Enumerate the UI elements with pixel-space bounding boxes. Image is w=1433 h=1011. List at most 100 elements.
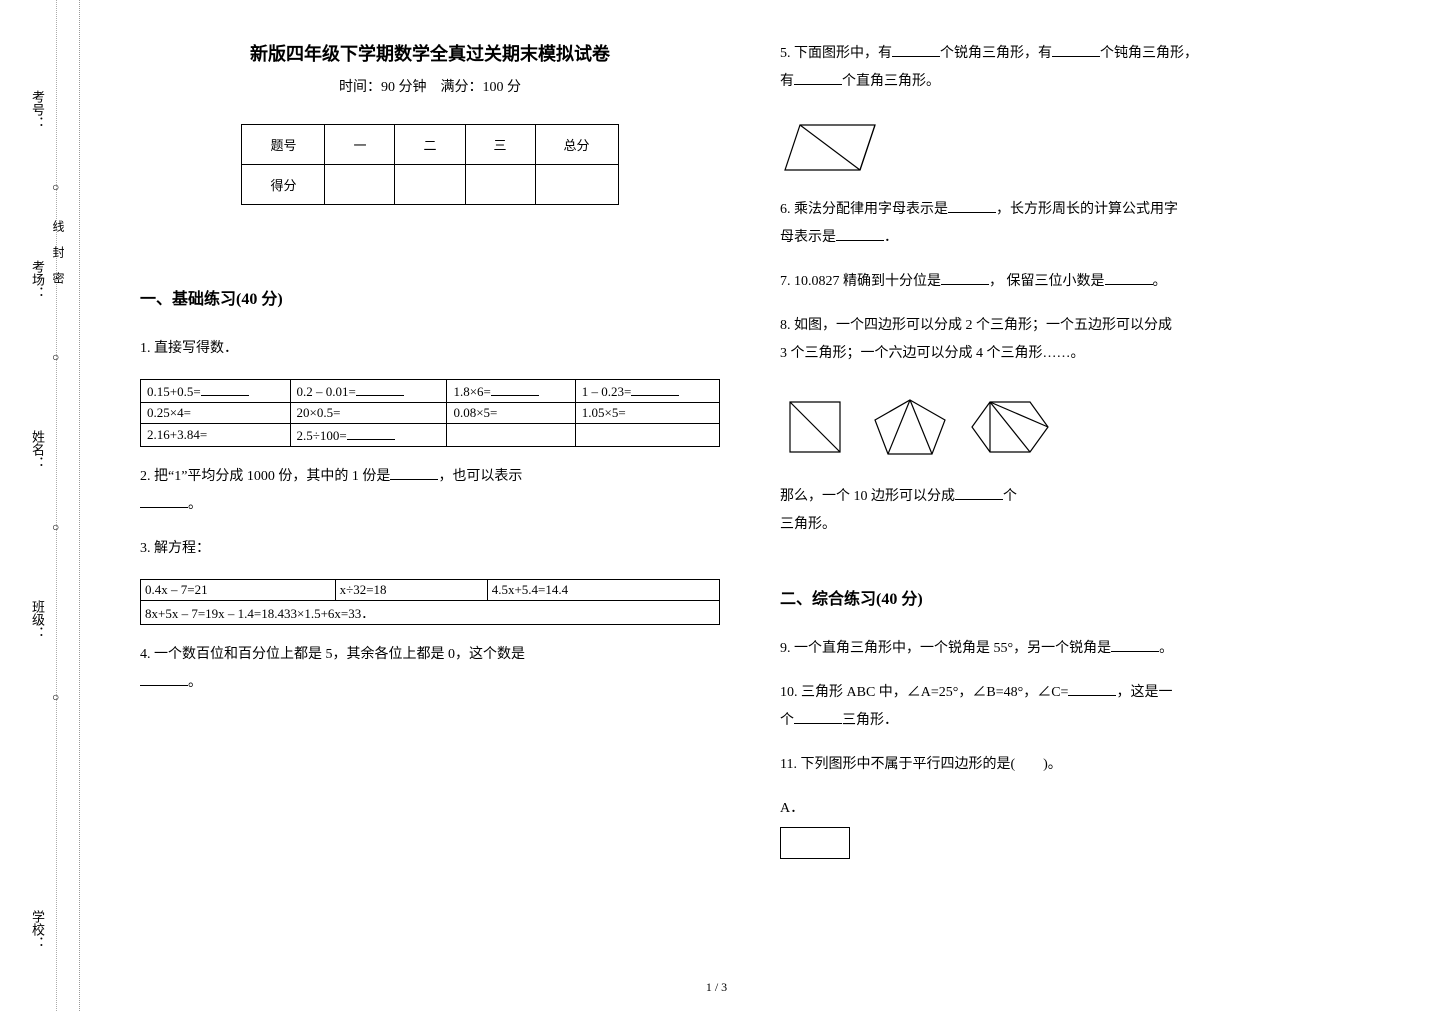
question-3: 3. 解方程： <box>140 535 720 563</box>
answer-blank <box>1052 43 1100 57</box>
q5-text: 有 <box>780 74 794 89</box>
choice-label: A． <box>780 801 804 816</box>
calc-cell: 1.8×6= <box>447 380 575 403</box>
q9-text: 。 <box>1159 641 1173 656</box>
calc-cell: 0.2 – 0.01= <box>290 380 447 403</box>
calc-text: 2.16+3.84= <box>147 427 207 442</box>
calc-cell <box>447 424 575 447</box>
eq-cell: 8x+5x – 7=19x – 1.4=18.433×1.5+6x=33． <box>141 601 720 625</box>
q6-text: ． <box>884 230 898 245</box>
calc-cell: 0.15+0.5= <box>141 380 291 403</box>
spine-label-school: 学校： <box>28 910 47 949</box>
answer-blank <box>491 382 539 396</box>
question-9: 9. 一个直角三角形中，一个锐角是 55°，另一个锐角是 。 <box>780 635 1360 663</box>
score-cell <box>535 165 618 205</box>
spine-label-room: 考场： <box>28 260 47 299</box>
answer-blank <box>356 382 404 396</box>
calc-text: 2.5÷100= <box>297 428 347 443</box>
answer-blank <box>140 494 188 508</box>
answer-blank <box>201 382 249 396</box>
calc-text: 0.15+0.5= <box>147 384 201 399</box>
page-title: 新版四年级下学期数学全真过关期末模拟试卷 <box>140 40 720 66</box>
q8-text: 个 <box>1003 489 1017 504</box>
answer-blank <box>836 227 884 241</box>
calc-cell: 0.08×5= <box>447 403 575 424</box>
answer-blank <box>955 486 1003 500</box>
q5-figure <box>780 120 1360 180</box>
section-1-title: 一、基础练习(40 分) <box>140 285 720 309</box>
q5-text: 个锐角三角形，有 <box>940 46 1052 61</box>
answer-blank <box>948 199 996 213</box>
spine-label-examno: 考号： <box>28 90 47 129</box>
q11-text: 11. 下列图形中不属于平行四边形的是( )。 <box>780 757 1062 772</box>
page-number: 1 / 3 <box>706 980 727 995</box>
binding-margin: 考号： ○ 考场： ○ 姓名： ○ 班级： ○ 线封密 学校： <box>0 0 80 1011</box>
q2-tail: 。 <box>188 497 202 512</box>
answer-blank <box>941 271 989 285</box>
score-cell: 二 <box>395 125 465 165</box>
calc-text: 0.25×4= <box>147 405 191 420</box>
q6-text: ，长方形周长的计算公式用字 <box>996 202 1178 217</box>
calc-cell <box>575 424 719 447</box>
q9-text: 9. 一个直角三角形中，一个锐角是 55°，另一个锐角是 <box>780 641 1111 656</box>
answer-blank <box>1068 682 1116 696</box>
q7-text: 。 <box>1153 274 1167 289</box>
table-row: 题号 一 二 三 总分 <box>242 125 618 165</box>
table-row: 0.4x – 7=21 x÷32=18 4.5x+5.4=14.4 <box>141 580 720 601</box>
answer-blank <box>794 71 842 85</box>
right-column: 5. 下面图形中，有个锐角三角形，有个钝角三角形， 有个直角三角形。 6. 乘法… <box>780 40 1360 991</box>
calc-cell: 2.5÷100= <box>290 424 447 447</box>
eq-cell: 4.5x+5.4=14.4 <box>487 580 719 601</box>
q8-figure <box>780 392 1360 467</box>
spine-label-name: 姓名： <box>28 430 47 469</box>
eq-cell: 0.4x – 7=21 <box>141 580 336 601</box>
question-2: 2. 把“1”平均分成 1000 份，其中的 1 份是 ，也可以表示 。 <box>140 463 720 519</box>
calc-cell: 1.05×5= <box>575 403 719 424</box>
answer-blank <box>347 426 395 440</box>
question-6: 6. 乘法分配律用字母表示是，长方形周长的计算公式用字 母表示是． <box>780 196 1360 252</box>
rectangle-icon <box>780 827 850 859</box>
answer-blank <box>794 710 842 724</box>
q3-stem: 3. 解方程： <box>140 541 210 556</box>
spine-label-class: 班级： <box>28 600 47 639</box>
score-cell <box>465 165 535 205</box>
calc-cell: 20×0.5= <box>290 403 447 424</box>
spine-circle: ○ <box>52 180 59 195</box>
score-cell <box>325 165 395 205</box>
calc-text: 1.8×6= <box>453 384 490 399</box>
q10-text: 10. 三角形 ABC 中，∠A=25°，∠B=48°，∠C= <box>780 685 1068 700</box>
q6-text: 母表示是 <box>780 230 836 245</box>
q10-text: 三角形． <box>842 713 898 728</box>
eq-cell: x÷32=18 <box>335 580 487 601</box>
q2-text: 2. 把“1”平均分成 1000 份，其中的 1 份是 <box>140 469 390 484</box>
q3-eq-table: 0.4x – 7=21 x÷32=18 4.5x+5.4=14.4 8x+5x … <box>140 579 720 625</box>
q4-text: 4. 一个数百位和百分位上都是 5，其余各位上都是 0，这个数是 <box>140 647 525 662</box>
answer-blank <box>1105 271 1153 285</box>
question-8b: 那么，一个 10 边形可以分成个 三角形。 <box>780 483 1360 539</box>
calc-text: 20×0.5= <box>297 405 341 420</box>
q4-tail: 。 <box>188 675 202 690</box>
table-row: 得分 <box>242 165 618 205</box>
spine-circle: ○ <box>52 520 59 535</box>
q5-text: 个直角三角形。 <box>842 74 940 89</box>
calc-cell: 1 – 0.23= <box>575 380 719 403</box>
q1-calc-table: 0.15+0.5= 0.2 – 0.01= 1.8×6= 1 – 0.23= 0… <box>140 379 720 447</box>
answer-blank <box>1111 638 1159 652</box>
section-2-title: 二、综合练习(40 分) <box>780 585 1360 609</box>
table-row: 8x+5x – 7=19x – 1.4=18.433×1.5+6x=33． <box>141 601 720 625</box>
answer-blank <box>390 466 438 480</box>
q10-text: 个 <box>780 713 794 728</box>
table-row: 2.16+3.84= 2.5÷100= <box>141 424 720 447</box>
content-columns: 新版四年级下学期数学全真过关期末模拟试卷 时间：90 分钟 满分：100 分 题… <box>80 0 1433 1011</box>
parallelogram-with-diagonals-icon <box>780 120 890 175</box>
answer-blank <box>140 672 188 686</box>
score-cell: 得分 <box>242 165 325 205</box>
page-subtitle: 时间：90 分钟 满分：100 分 <box>140 76 720 96</box>
question-1: 1. 直接写得数． <box>140 335 720 363</box>
question-4: 4. 一个数百位和百分位上都是 5，其余各位上都是 0，这个数是 。 <box>140 641 720 697</box>
q10-text: ，这是一 <box>1116 685 1172 700</box>
q2-text: ，也可以表示 <box>438 469 522 484</box>
answer-blank <box>631 382 679 396</box>
dotted-cut-line <box>56 0 57 1011</box>
spine-circle: ○ <box>52 350 59 365</box>
